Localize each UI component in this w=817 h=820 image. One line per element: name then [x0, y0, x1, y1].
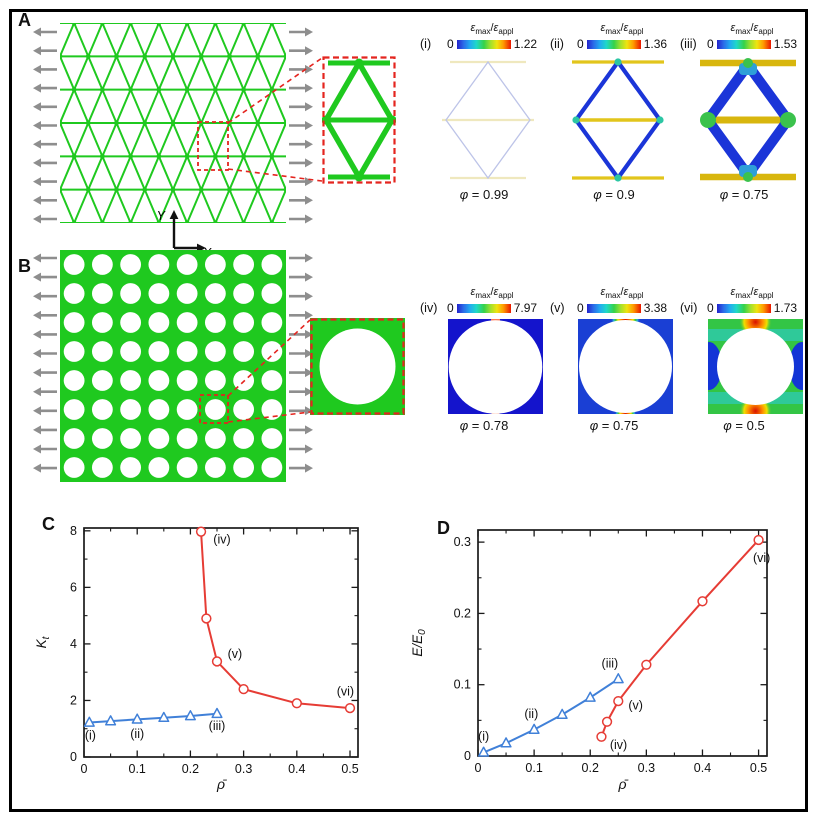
inset-dashed-border: [322, 56, 396, 184]
inset-dashed-border: [310, 318, 405, 415]
svg-text:(ii): (ii): [130, 727, 144, 741]
strain-plot-i: (i) εmax/εappl 0 1.22 φ = 0.99: [420, 22, 548, 202]
svg-text:0.3: 0.3: [454, 535, 471, 549]
colorbar-title: εmax/εappl: [730, 22, 774, 37]
plot-tag: (vi): [680, 301, 698, 316]
svg-text:Kt: Kt: [34, 635, 52, 648]
strain-map-vi: [708, 319, 803, 415]
panel-d-label: D: [437, 518, 450, 538]
porosity-label: φ = 0.99: [459, 187, 509, 203]
svg-text:(iv): (iv): [213, 533, 230, 547]
triangular-lattice-diagram: [33, 23, 313, 224]
svg-text:(vi): (vi): [337, 684, 354, 698]
colorbar-title: εmax/εappl: [600, 22, 644, 37]
jet-colorbar: [716, 303, 771, 313]
panel-a-label: A: [18, 10, 31, 30]
porosity-label: φ = 0.78: [459, 418, 509, 434]
svg-text:0.1: 0.1: [525, 761, 542, 775]
colorbar-title: εmax/εappl: [730, 286, 774, 301]
colorbar-max: 3.38: [643, 301, 668, 316]
colorbar-title: εmax/εappl: [470, 22, 514, 37]
colorbar-max: 1.22: [513, 37, 538, 52]
svg-text:0.4: 0.4: [288, 762, 305, 776]
strain-plot-vi: (vi) εmax/εappl 0 1.73 φ = 0.5: [680, 286, 808, 433]
colorbar-min: 0: [447, 301, 454, 316]
colorbar-max: 1.36: [643, 37, 668, 52]
plot-tag: (ii): [550, 37, 564, 52]
svg-text:0.4: 0.4: [694, 761, 711, 775]
jet-colorbar: [456, 303, 511, 313]
chart-stiffness-vs-density: 0 0.1 0.2 0.3 0.4 0.5 0 0.1 0.2 0.3 ρ̄ E/E0 (i) (ii) (…: [410, 529, 770, 792]
svg-text:0.2: 0.2: [182, 762, 199, 776]
colorbar-min: 0: [707, 37, 714, 52]
jet-colorbar: [456, 39, 511, 49]
plot-tag: (i): [420, 37, 432, 52]
porosity-label: φ = 0.5: [723, 418, 765, 434]
colorbar-max: 1.53: [773, 37, 798, 52]
svg-text:0.5: 0.5: [750, 761, 767, 775]
lattice-unit-cell-inset: [322, 56, 396, 184]
svg-text:0: 0: [70, 750, 77, 764]
svg-text:2: 2: [70, 693, 77, 707]
jet-colorbar: [716, 39, 771, 49]
strain-map-i: [442, 61, 534, 180]
svg-text:(i): (i): [85, 728, 96, 742]
porosity-label: φ = 0.75: [589, 418, 639, 434]
svg-text:0: 0: [464, 749, 471, 763]
svg-text:ρ̄: ρ̄: [216, 776, 227, 792]
plot-tag: (v): [550, 301, 565, 316]
svg-text:0.2: 0.2: [454, 606, 471, 620]
svg-text:0.3: 0.3: [638, 761, 655, 775]
figure-border: [9, 9, 808, 812]
colorbar-min: 0: [447, 37, 454, 52]
plot-tag: (iii): [680, 37, 697, 52]
svg-text:6: 6: [70, 580, 77, 594]
strain-map-iii: [700, 58, 796, 183]
porosity-label: φ = 0.9: [593, 187, 635, 203]
strain-plot-v: (v) εmax/εappl 0 3.38 φ = 0.75: [550, 286, 678, 433]
colorbar-min: 0: [577, 37, 584, 52]
svg-text:0.1: 0.1: [129, 762, 146, 776]
svg-text:0.1: 0.1: [454, 678, 471, 692]
strain-plot-iii: (iii) εmax/εappl 0 1.53 φ = 0.75: [680, 22, 808, 202]
colorbar-min: 0: [707, 301, 714, 316]
panel-c-label: C: [42, 514, 55, 534]
perforated-plate-diagram: [33, 250, 313, 482]
svg-text:4: 4: [70, 637, 77, 651]
svg-text:(ii): (ii): [524, 707, 538, 721]
svg-text:0.5: 0.5: [341, 762, 358, 776]
jet-colorbar: [586, 39, 641, 49]
chart-Kt-vs-density: 0 0.1 0.2 0.3 0.4 0.5 0 2 4 6 8 ρ̄ Kt (iv) (v) (vi) (i) (…: [34, 524, 359, 792]
svg-text:(v): (v): [628, 699, 643, 713]
colorbar-title: εmax/εappl: [470, 286, 514, 301]
svg-text:(iii): (iii): [602, 657, 619, 671]
colorbar-title: εmax/εappl: [600, 286, 644, 301]
strain-map-ii: [572, 58, 664, 182]
svg-text:E/E0: E/E0: [410, 629, 428, 657]
svg-text:(i): (i): [478, 729, 489, 743]
svg-text:8: 8: [70, 524, 77, 538]
svg-text:0.2: 0.2: [582, 761, 599, 775]
plot-tag: (iv): [420, 301, 438, 316]
panel-b-label: B: [18, 256, 31, 276]
strain-plot-iv: (iv) εmax/εappl 0 7.97 φ = 0.78: [420, 286, 548, 433]
svg-text:(iv): (iv): [610, 738, 627, 752]
strain-map-v: [578, 319, 673, 415]
colorbar-max: 1.73: [773, 301, 798, 316]
svg-text:(v): (v): [228, 647, 243, 661]
y-axis-label: Y: [157, 209, 167, 223]
svg-text:0: 0: [475, 761, 482, 775]
jet-colorbar: [586, 303, 641, 313]
colorbar-min: 0: [577, 301, 584, 316]
svg-text:(iii): (iii): [209, 719, 226, 733]
svg-text:0: 0: [81, 762, 88, 776]
porosity-label: φ = 0.75: [719, 187, 769, 203]
svg-text:ρ̄: ρ̄: [617, 776, 628, 792]
strain-map-iv: [448, 319, 543, 415]
colorbar-max: 7.97: [513, 301, 538, 316]
strain-plot-ii: (ii) εmax/εappl 0 1.36 φ = 0.9: [550, 22, 678, 202]
svg-text:(vi): (vi): [753, 551, 770, 565]
plate-unit-cell-inset: [310, 318, 405, 415]
svg-text:0.3: 0.3: [235, 762, 252, 776]
